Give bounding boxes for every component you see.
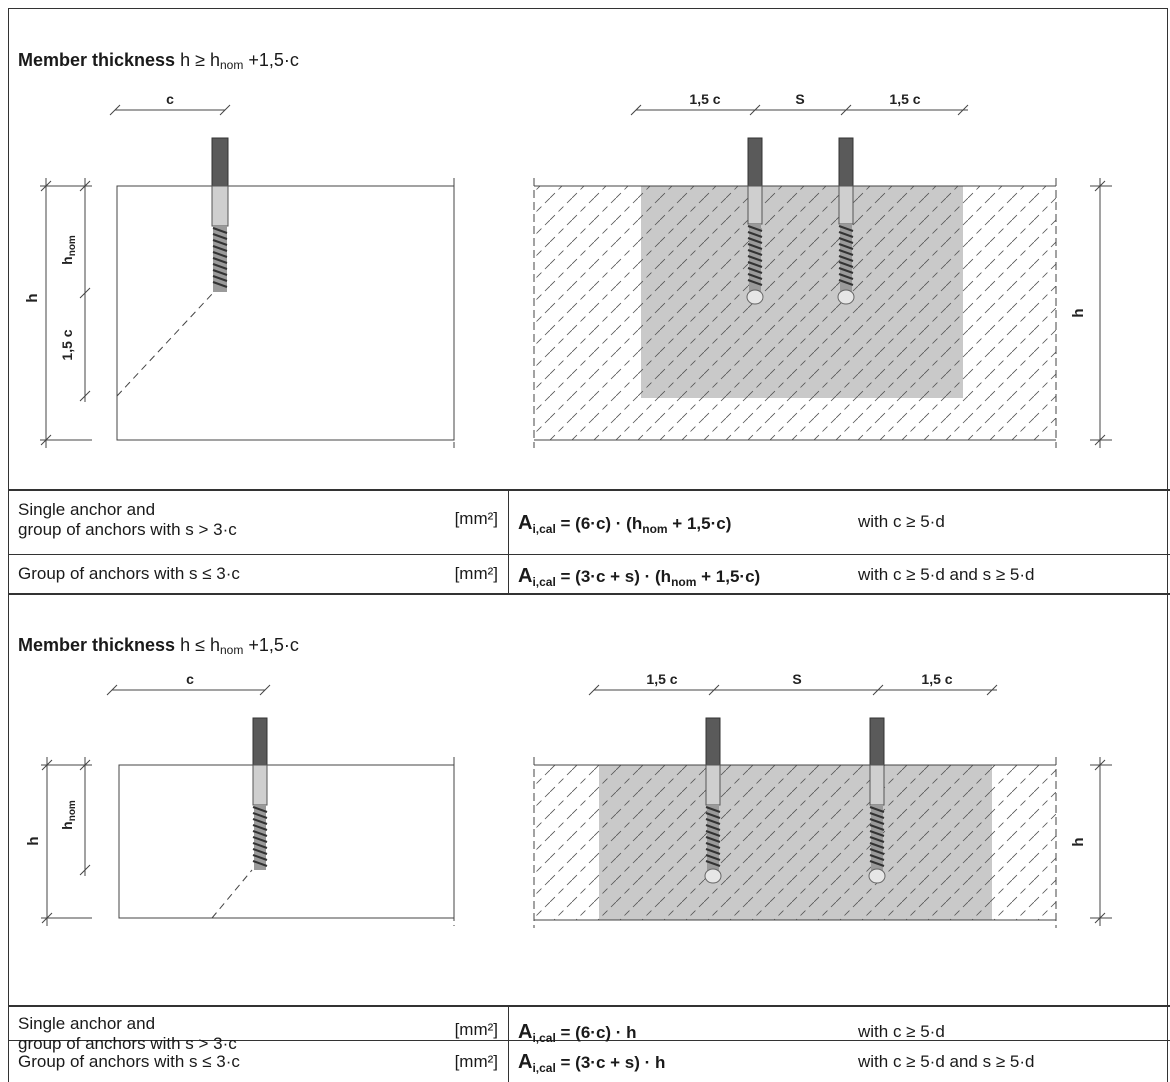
s1-right-anchor-2 — [837, 137, 855, 305]
s2-row1-label: Single anchor and group of anchors with s… — [18, 1014, 237, 1053]
s2-left-anchor — [252, 717, 268, 870]
s1-left-drawing — [40, 104, 455, 448]
s2-left-dim-h: h — [25, 836, 42, 845]
table-col-divider-2 — [508, 1005, 510, 1082]
s2-left-dim-hnom: hnom — [59, 800, 78, 830]
section2-title: Member thickness h ≤ hnom +1,5·c — [18, 635, 299, 657]
s1-row2-condition: with c ≥ 5·d and s ≥ 5·d — [858, 565, 1035, 584]
s2-left-drawing — [41, 684, 455, 926]
s1-right-dim-right: 1,5 c — [889, 91, 920, 107]
s1-row1-label: Single anchor and group of anchors with s… — [18, 500, 237, 539]
s2-row1-formula: Ai,cal = (6·c) · h — [518, 1021, 637, 1045]
s1-row1-condition: with c ≥ 5·d — [858, 512, 945, 531]
divider-s1-row — [8, 554, 1170, 555]
s2-right-dim-s: S — [792, 671, 801, 687]
s2-right-anchor-1 — [704, 717, 722, 884]
divider-s2-table — [8, 1005, 1170, 1007]
s1-row1-unit: [mm²] — [454, 509, 498, 528]
section1-title: Member thickness h ≥ hnom +1,5·c — [18, 50, 299, 72]
s2-right-anchor-2 — [868, 717, 886, 884]
s1-right-dim-s: S — [795, 91, 804, 107]
s2-row2-unit: [mm²] — [454, 1052, 498, 1071]
s1-row2-formula: Ai,cal = (3·c + s) · (hnom + 1,5·c) — [518, 565, 761, 589]
s2-row2-formula: Ai,cal = (3·c + s) · h — [518, 1051, 666, 1075]
s2-row2-condition: with c ≥ 5·d and s ≥ 5·d — [858, 1052, 1035, 1071]
s2-row2-label: Group of anchors with s ≤ 3·c — [18, 1052, 240, 1071]
s1-left-dim-c: c — [166, 91, 174, 107]
s1-row1-formula: Ai,cal = (6·c) · (hnom + 1,5·c) — [518, 512, 732, 536]
s1-row2-label: Group of anchors with s ≤ 3·c — [18, 564, 240, 583]
s2-left-dim-c: c — [186, 671, 194, 687]
s2-row1-unit: [mm²] — [454, 1020, 498, 1039]
s2-right-dim-left: 1,5 c — [646, 671, 677, 687]
s2-right-dim-h: h — [1070, 837, 1087, 846]
s1-row2-unit: [mm²] — [454, 564, 498, 583]
divider-sections — [8, 593, 1170, 595]
s2-row1-condition: with c ≥ 5·d — [858, 1022, 945, 1041]
s1-left-dim-h: h — [24, 293, 41, 302]
s2-right-drawing — [533, 684, 1112, 928]
divider-s2-row — [8, 1040, 1170, 1041]
s1-right-drawing — [533, 104, 1112, 448]
s1-left-dim-15c: 1,5 c — [59, 329, 75, 360]
divider-s1-table — [8, 489, 1170, 491]
table-col-divider-1 — [508, 489, 510, 593]
s1-left-dim-hnom: hnom — [59, 235, 78, 265]
s1-right-anchor-1 — [746, 137, 764, 305]
s1-right-dim-left: 1,5 c — [689, 91, 720, 107]
outer-border — [8, 8, 1168, 1082]
s1-left-anchor — [211, 137, 229, 292]
s1-right-dim-h: h — [1070, 308, 1087, 317]
s2-right-dim-right: 1,5 c — [921, 671, 952, 687]
